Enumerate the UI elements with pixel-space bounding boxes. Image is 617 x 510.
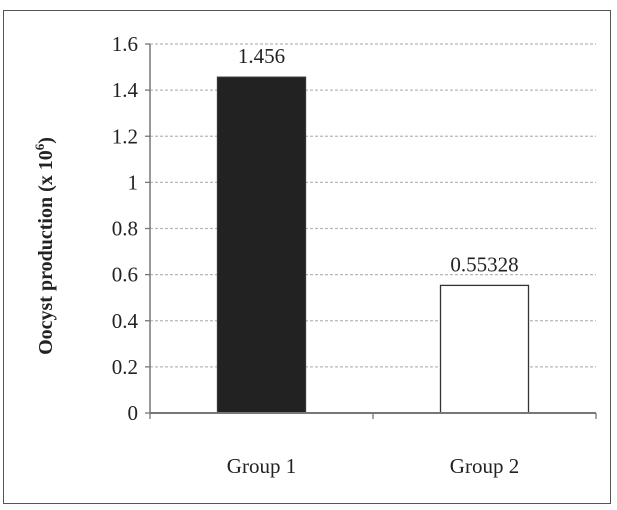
bar-1 <box>216 76 307 414</box>
bar-2 <box>439 284 530 414</box>
chart-frame <box>3 10 611 504</box>
y-tick-label: 1.6 <box>112 32 138 56</box>
y-tick-label: 0.2 <box>112 355 138 379</box>
y-tick-labels: 0 0.2 0.4 0.6 0.8 1 1.2 1.4 1.6 <box>112 32 139 425</box>
y-tick-label: 0.8 <box>112 217 138 241</box>
y-tick-label: 1.2 <box>112 124 138 148</box>
data-label: 1.456 <box>238 44 285 68</box>
y-axis-label: Oocyst production (x 106) <box>32 137 57 355</box>
bars <box>216 76 530 414</box>
x-tick-label: Group 1 <box>227 454 296 478</box>
y-tick-label: 0 <box>128 401 139 425</box>
data-labels: 1.456 0.55328 <box>238 44 519 276</box>
y-tick-label: 1 <box>128 170 139 194</box>
y-tick-label: 0.6 <box>112 263 138 287</box>
x-tick-labels: Group 1 Group 2 <box>227 454 519 478</box>
x-tick-label: Group 2 <box>450 454 519 478</box>
axes <box>145 43 597 419</box>
y-tick-label: 0.4 <box>112 309 139 333</box>
data-label: 0.55328 <box>450 252 518 276</box>
y-tick-label: 1.4 <box>112 78 139 102</box>
